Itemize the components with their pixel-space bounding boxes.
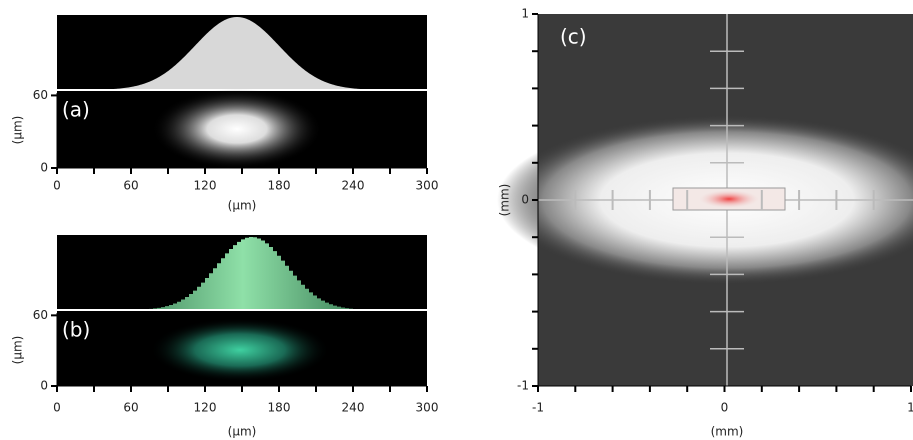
x-tick-label: 60 (123, 401, 138, 415)
x-tick-label: 240 (342, 401, 365, 415)
y-tick-label: -1 (517, 379, 529, 393)
x-tick-label: 0 (53, 401, 61, 415)
y-axis-label: (μm) (11, 336, 25, 365)
x-tick-label: 300 (416, 179, 439, 193)
y-axis-label: (mm) (498, 184, 512, 217)
x-tick-label: 60 (123, 179, 138, 193)
beam-a (152, 89, 322, 169)
x-tick-label: -1 (532, 401, 544, 415)
y-tick-label: 1 (521, 7, 529, 21)
y-axis-label: (μm) (11, 116, 25, 145)
x-tick-label: 120 (194, 401, 217, 415)
x-tick-label: 180 (268, 401, 291, 415)
x-axis-label: (μm) (228, 425, 257, 439)
panel-label: (c) (560, 25, 587, 49)
axes: (a) (μm) (μm) 0 60 120 180 240 300 0 60 (b) (μm) (μm)… (11, 7, 913, 439)
x-tick-label: 0 (53, 179, 61, 193)
y-tick-label: 60 (33, 88, 48, 102)
y-tick-label: 0 (40, 161, 48, 175)
x-tick-label: 300 (416, 401, 439, 415)
y-tick-label: 60 (33, 308, 48, 322)
x-axis-label: (mm) (711, 425, 744, 439)
profile-b (57, 237, 429, 310)
profile-a (57, 17, 427, 90)
x-axis-label: (μm) (228, 199, 257, 213)
x-tick-label: 1 (907, 401, 913, 415)
x-tick-label: 180 (268, 179, 291, 193)
x-tick-label: 0 (721, 401, 729, 415)
beam-b (150, 318, 330, 382)
y-tick-label: 0 (40, 379, 48, 393)
x-tick-label: 120 (194, 179, 217, 193)
red-spot (699, 190, 759, 208)
y-tick-label: 0 (521, 193, 529, 207)
panel-label: (a) (62, 98, 90, 122)
panel-label: (b) (62, 318, 90, 342)
x-tick-label: 240 (342, 179, 365, 193)
